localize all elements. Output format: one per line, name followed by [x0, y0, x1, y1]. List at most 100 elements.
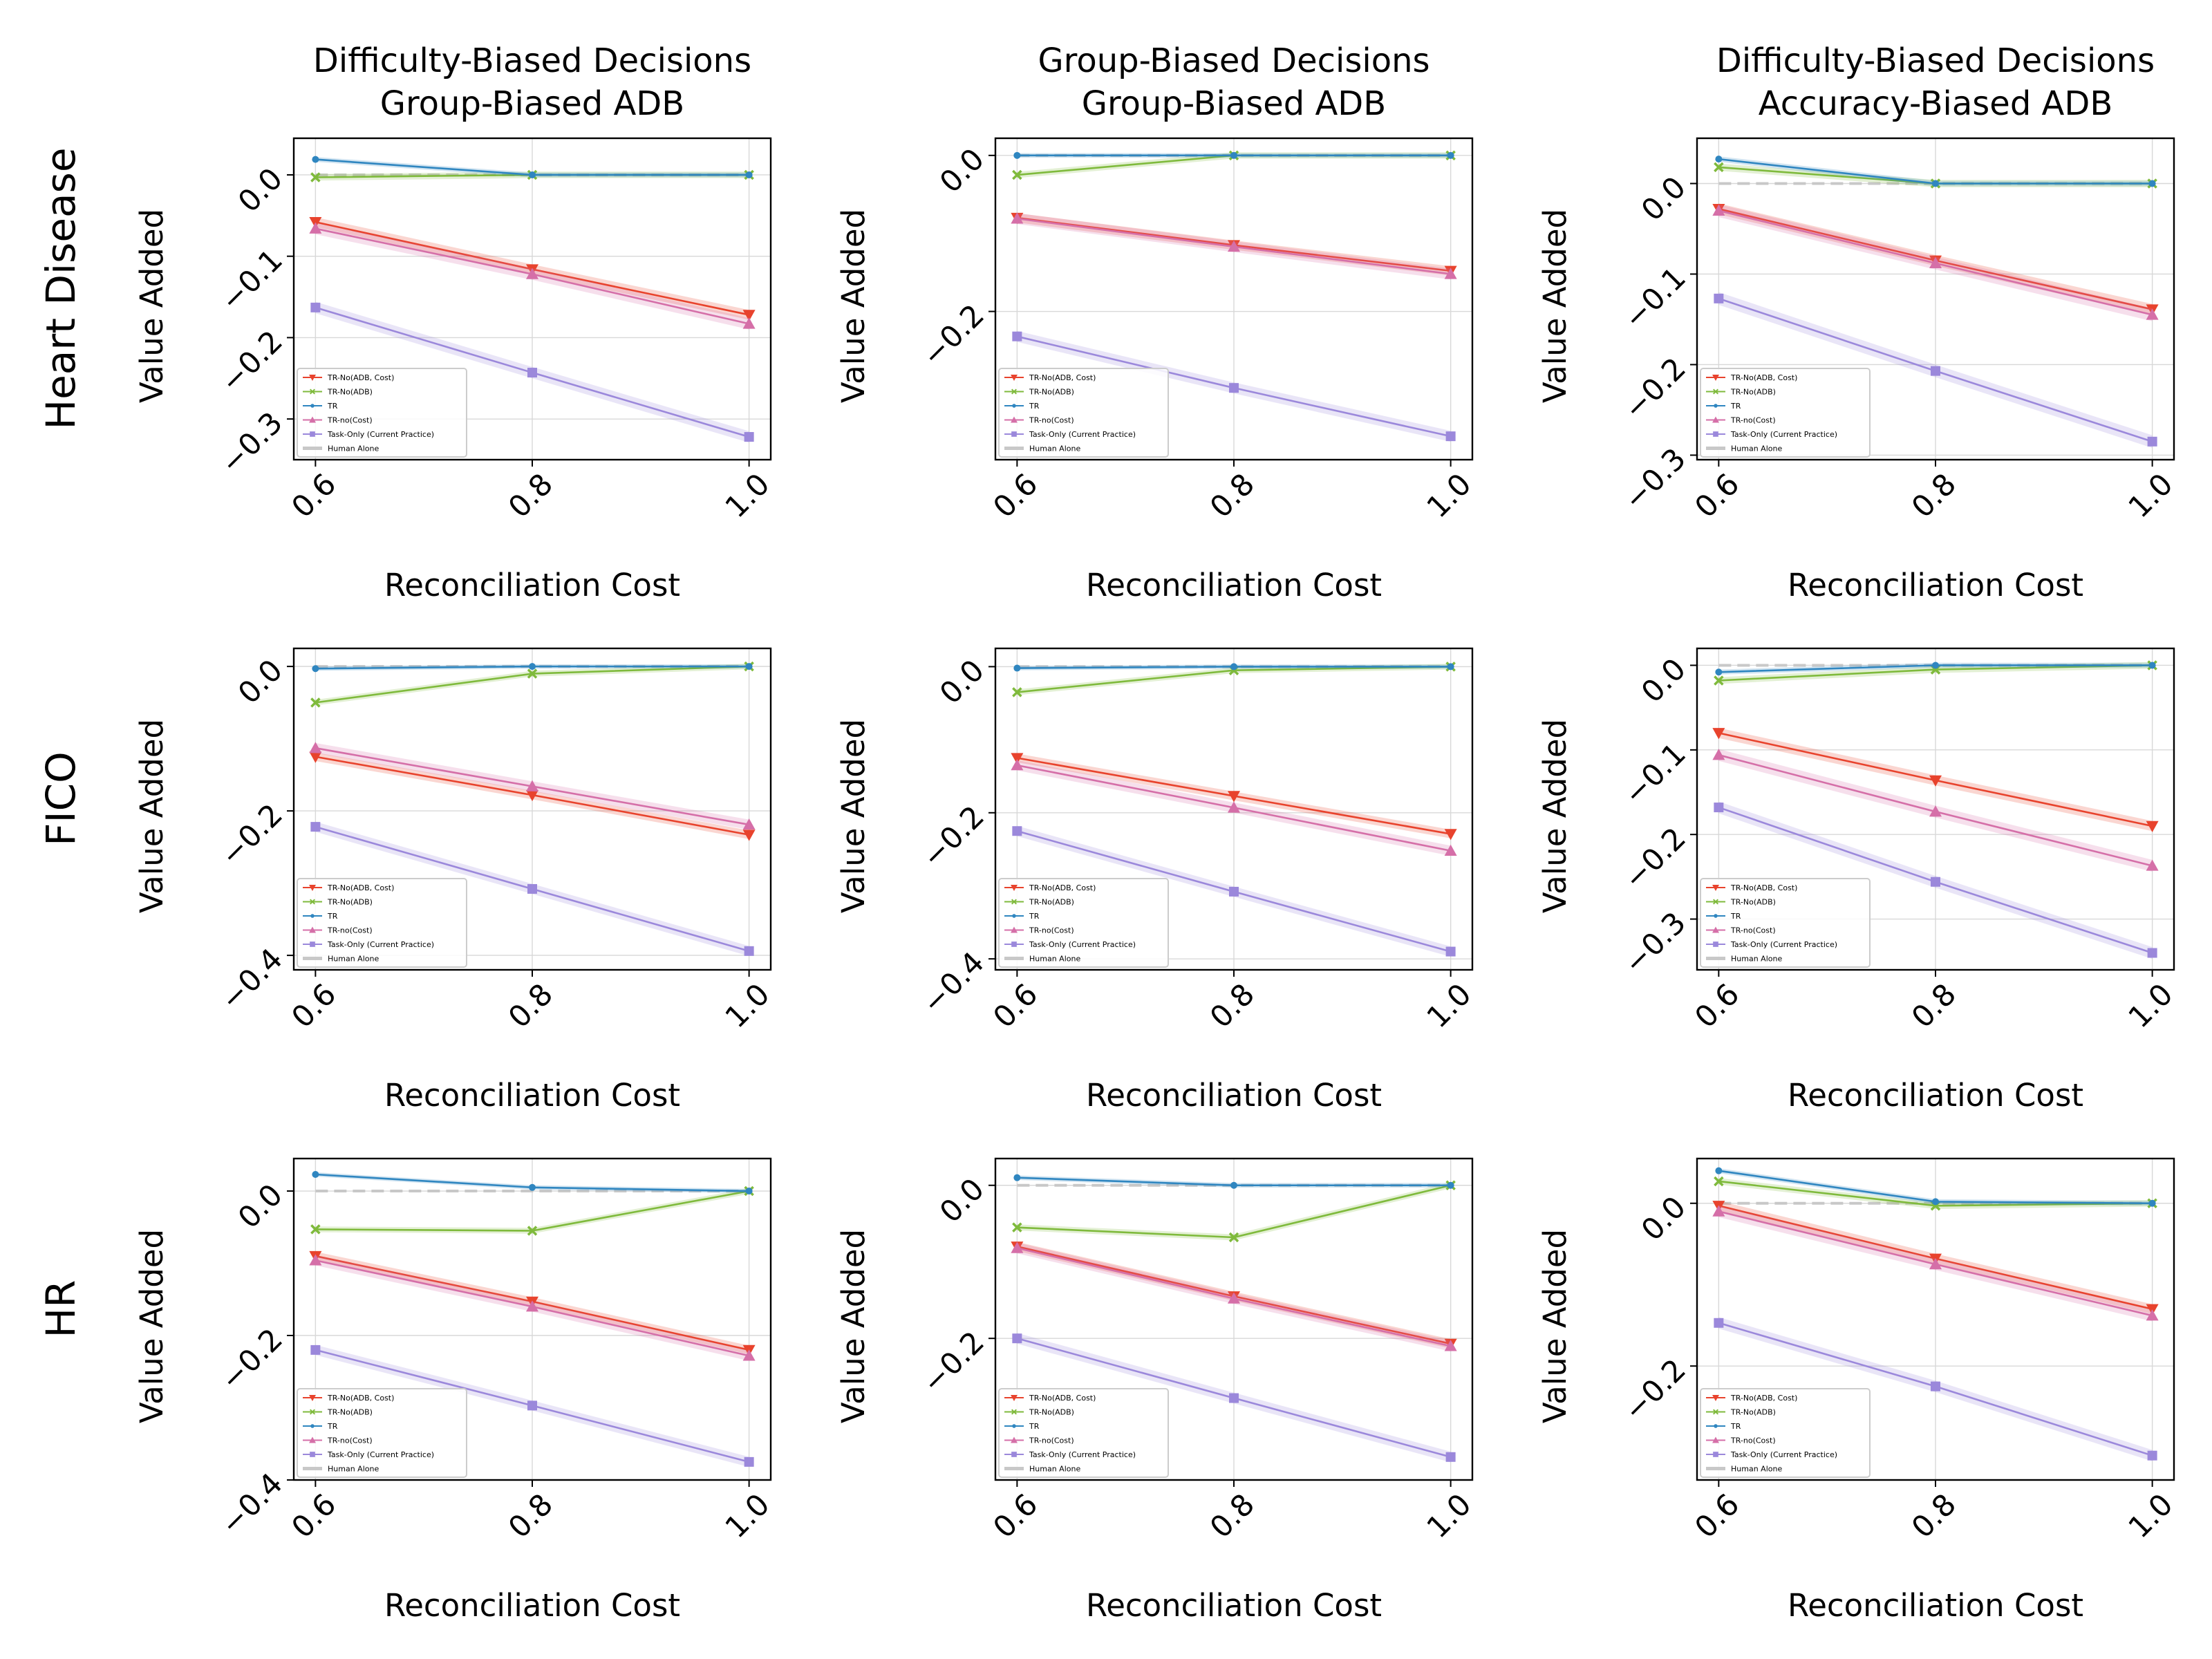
data-point: [1714, 293, 1724, 303]
data-point: [527, 1400, 537, 1411]
data-point: [1932, 180, 1939, 187]
y-tick-label: −0.3: [214, 406, 290, 481]
x-axis-label: Reconciliation Cost: [384, 1077, 680, 1114]
y-axis-label: Value Added: [835, 209, 872, 403]
x-tick-label: 1.0: [1421, 1488, 1479, 1546]
series-tr: [1715, 662, 2156, 676]
legend-label: TR: [1029, 912, 1040, 921]
legend-label: Human Alone: [328, 955, 379, 964]
legend-marker: [310, 914, 315, 918]
series-task-only-current-practice-: [1714, 292, 2157, 448]
y-tick-label: −0.2: [214, 1322, 290, 1398]
data-point: [1931, 1381, 1940, 1391]
legend-box: [297, 1388, 467, 1478]
subplot: 0.0 −0.2 −0.40.6 0.8 1.0 Reconciliation Cost V…: [133, 1157, 777, 1624]
legend-label: Task-Only (Current Practice): [1730, 1450, 1837, 1459]
series-task-only-current-practice-: [1714, 801, 2157, 959]
legend-marker: [1713, 899, 1718, 905]
legend-marker: [1011, 885, 1018, 891]
y-tick-label: 0.0: [933, 653, 991, 711]
data-point: [309, 742, 322, 753]
series-task-only-current-practice-: [310, 821, 754, 957]
legend-label: TR: [327, 1422, 338, 1431]
data-point: [1929, 1258, 1942, 1270]
legend-marker: [1712, 1395, 1719, 1401]
legend-marker: [1011, 375, 1018, 381]
y-axis-label: Value Added: [133, 1229, 170, 1423]
data-point: [1228, 791, 1240, 803]
y-axis-label: Value Added: [835, 719, 872, 913]
legend-label: Task-Only (Current Practice): [327, 940, 434, 949]
series-tr-no-cost-: [1011, 759, 1457, 856]
series-tr: [1715, 156, 2156, 187]
y-tick-label: −0.2: [214, 324, 290, 400]
legend-label: TR: [1730, 912, 1741, 921]
legend-box: [1700, 878, 1871, 968]
x-tick-label: 0.6: [285, 977, 344, 1035]
series-tr: [312, 1170, 753, 1195]
series-tr-no-cost-: [1712, 204, 2159, 321]
y-tick-label: 0.0: [933, 142, 991, 200]
legend-marker: [1714, 1424, 1718, 1428]
x-tick-label: 0.8: [1203, 977, 1262, 1035]
data-point: [1714, 1318, 1724, 1328]
y-tick-label: 0.0: [1635, 652, 1693, 710]
legend-label: TR-No(ADB): [1730, 1408, 1776, 1417]
data-point: [1715, 1167, 1723, 1174]
legend-marker: [1714, 404, 1718, 408]
data-point: [312, 665, 319, 673]
series-tr: [312, 156, 753, 178]
data-point: [742, 818, 756, 830]
subplot: 0.0 −0.2 −0.40.6 0.8 1.0 Reconciliation Cost V…: [835, 647, 1479, 1114]
data-point: [1714, 1176, 1724, 1187]
legend-marker: [1713, 1409, 1718, 1415]
x-tick-label: 1.0: [719, 977, 777, 1035]
x-tick-label: 0.6: [1689, 467, 1747, 525]
subplot-title-line: Accuracy-Biased ADB: [1759, 84, 2113, 123]
data-point: [1012, 687, 1022, 697]
legend-marker: [1011, 941, 1017, 947]
confidence-band: [1718, 163, 2153, 187]
data-point: [1013, 664, 1021, 672]
data-point: [1230, 151, 1237, 159]
data-point: [1229, 383, 1239, 393]
data-point: [1228, 1232, 1239, 1243]
legend-label: TR-No(ADB, Cost): [327, 1394, 394, 1403]
legend-label: Task-Only (Current Practice): [327, 430, 434, 439]
y-axis-label: Value Added: [133, 719, 170, 913]
data-point: [527, 368, 537, 378]
x-axis-label: Reconciliation Cost: [1086, 1587, 1382, 1624]
series-tr-no-cost-: [309, 742, 756, 830]
subplot: 0.0 −0.1 −0.2 −0.30.6 0.8 1.0 Reconciliation C…: [1537, 137, 2180, 603]
legend: TR-No(ADB, Cost) TR-No(ADB) TR TR-no(Cost) T…: [1700, 878, 1871, 968]
row-label: FICO: [37, 751, 84, 846]
series-task-only-current-practice-: [1012, 1333, 1456, 1463]
legend-label: TR-no(Cost): [327, 1436, 373, 1445]
data-point: [1011, 1241, 1024, 1253]
y-axis-label: Value Added: [1537, 719, 1573, 913]
data-point: [1714, 162, 1724, 173]
y-tick-label: −0.1: [214, 243, 290, 318]
data-point: [1444, 1340, 1457, 1351]
y-tick-label: −0.3: [1618, 906, 1693, 981]
legend-marker: [309, 416, 316, 423]
legend-label: TR-No(ADB): [1029, 388, 1074, 397]
legend-marker: [309, 885, 316, 891]
data-point: [744, 432, 754, 442]
x-tick-label: 0.6: [285, 1488, 344, 1546]
legend-label: TR-No(ADB, Cost): [1029, 1394, 1096, 1403]
x-tick-label: 0.8: [1905, 467, 1963, 525]
legend-label: Task-Only (Current Practice): [327, 1450, 434, 1459]
data-point: [529, 171, 536, 178]
x-tick-label: 1.0: [1421, 467, 1479, 525]
legend-label: TR-no(Cost): [1730, 416, 1776, 425]
data-point: [742, 830, 756, 841]
series-task-only-current-practice-: [1012, 825, 1456, 957]
data-point: [745, 1188, 753, 1195]
y-tick-label: −0.2: [1618, 1353, 1693, 1428]
legend-label: Task-Only (Current Practice): [1730, 940, 1837, 949]
series-tr: [1715, 1167, 2156, 1207]
data-point: [312, 156, 319, 163]
subplot-title-line: Difficulty-Biased Decisions: [313, 41, 751, 80]
data-point: [1012, 826, 1022, 836]
